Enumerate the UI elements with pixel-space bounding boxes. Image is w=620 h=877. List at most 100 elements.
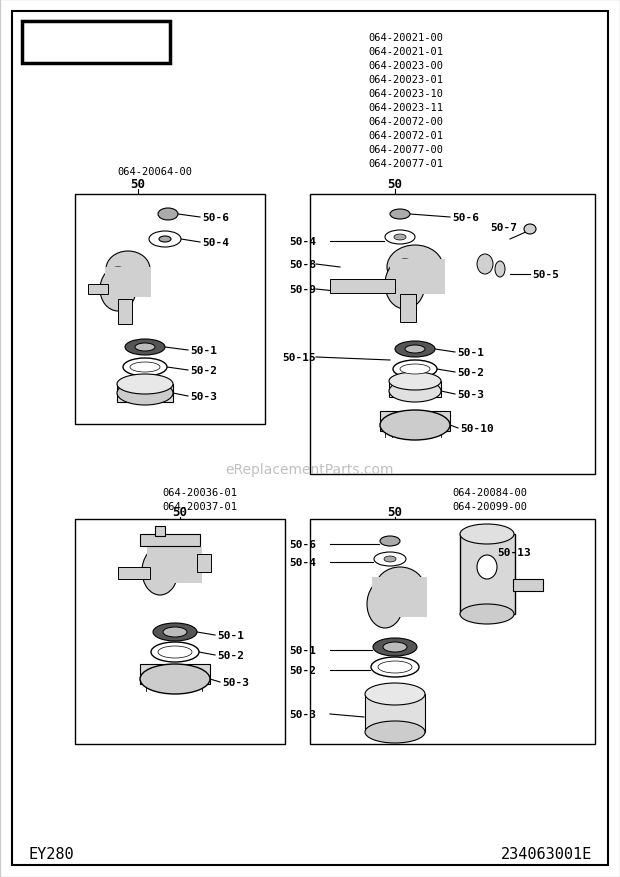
Bar	[118, 300, 132, 324]
Bar	[460, 534, 515, 614]
Ellipse shape	[477, 555, 497, 580]
Ellipse shape	[380, 410, 450, 440]
Ellipse shape	[142, 547, 178, 595]
Ellipse shape	[460, 604, 514, 624]
Bar	[22, 22, 170, 64]
Ellipse shape	[125, 339, 165, 355]
Text: 50-2: 50-2	[190, 366, 217, 375]
Ellipse shape	[100, 267, 136, 311]
Text: 50-4: 50-4	[289, 237, 316, 246]
Ellipse shape	[524, 225, 536, 235]
Ellipse shape	[383, 642, 407, 652]
Bar	[88, 285, 108, 295]
Text: 234063001E: 234063001E	[501, 846, 592, 861]
Bar	[140, 664, 210, 684]
Text: 50-6: 50-6	[452, 213, 479, 223]
Bar	[118, 567, 150, 580]
Text: 50-3: 50-3	[457, 389, 484, 400]
Bar	[105, 267, 151, 297]
Text: 50: 50	[388, 506, 402, 519]
Ellipse shape	[371, 657, 419, 677]
Bar	[75, 195, 265, 424]
Text: 064-20021-01: 064-20021-01	[368, 47, 443, 57]
Text: 50-6: 50-6	[202, 213, 229, 223]
Ellipse shape	[385, 260, 425, 310]
Text: 50-13: 50-13	[497, 547, 531, 558]
Text: 50-3: 50-3	[222, 677, 249, 688]
Ellipse shape	[158, 646, 192, 659]
Ellipse shape	[106, 252, 150, 288]
Text: 064-20036-01: 064-20036-01	[162, 488, 237, 497]
Ellipse shape	[135, 344, 155, 352]
Text: 50: 50	[172, 506, 187, 519]
Bar	[513, 580, 543, 591]
Text: 064-20023-00: 064-20023-00	[368, 61, 443, 71]
Text: 50-7: 50-7	[490, 223, 517, 232]
Text: 064-20072-01: 064-20072-01	[368, 131, 443, 141]
Text: 064-20077-00: 064-20077-00	[368, 145, 443, 155]
Text: 064-20064-00: 064-20064-00	[118, 167, 192, 177]
Ellipse shape	[373, 638, 417, 656]
Text: 064-20021-00: 064-20021-00	[368, 33, 443, 43]
Text: 50: 50	[130, 178, 146, 191]
Text: 064-20023-10: 064-20023-10	[368, 89, 443, 99]
Text: FIG.  630: FIG. 630	[29, 31, 164, 55]
Ellipse shape	[158, 209, 178, 221]
Text: 50-4: 50-4	[202, 238, 229, 247]
Ellipse shape	[117, 374, 173, 395]
Text: 064-20037-01: 064-20037-01	[162, 502, 237, 511]
Text: 064-20023-01: 064-20023-01	[368, 75, 443, 85]
Text: 50-10: 50-10	[460, 424, 494, 433]
Ellipse shape	[375, 567, 425, 611]
Ellipse shape	[460, 524, 514, 545]
Ellipse shape	[130, 362, 160, 373]
Bar	[147, 547, 202, 583]
Bar	[365, 695, 425, 732]
Ellipse shape	[385, 231, 415, 245]
Text: 50-2: 50-2	[217, 650, 244, 660]
Bar	[155, 526, 165, 537]
Ellipse shape	[374, 553, 406, 567]
Text: 50-5: 50-5	[532, 270, 559, 280]
Ellipse shape	[149, 232, 181, 247]
Ellipse shape	[365, 721, 425, 743]
Text: 064-20084-00: 064-20084-00	[453, 488, 528, 497]
Ellipse shape	[367, 581, 403, 628]
Text: EY280: EY280	[28, 846, 74, 861]
Ellipse shape	[405, 346, 425, 353]
Ellipse shape	[140, 664, 210, 695]
Bar	[310, 195, 595, 474]
Ellipse shape	[395, 342, 435, 358]
Bar	[389, 381, 441, 397]
Ellipse shape	[393, 360, 437, 379]
Text: 064-20023-11: 064-20023-11	[368, 103, 443, 113]
Ellipse shape	[163, 627, 187, 638]
Bar	[330, 280, 395, 294]
Text: 50-3: 50-3	[190, 391, 217, 402]
Ellipse shape	[159, 237, 171, 243]
Ellipse shape	[117, 381, 173, 405]
Ellipse shape	[378, 661, 412, 674]
Bar	[140, 534, 200, 546]
Ellipse shape	[380, 537, 400, 546]
Text: 50-1: 50-1	[217, 631, 244, 640]
Bar	[197, 554, 211, 573]
Text: 50-9: 50-9	[289, 285, 316, 295]
Bar	[400, 295, 416, 323]
Bar	[390, 260, 445, 295]
Text: 50: 50	[388, 178, 402, 191]
Ellipse shape	[387, 246, 443, 289]
Ellipse shape	[394, 235, 406, 240]
Ellipse shape	[153, 624, 197, 641]
Text: 50-1: 50-1	[289, 645, 316, 655]
Text: 50-2: 50-2	[457, 367, 484, 378]
Text: eReplacementParts.com: eReplacementParts.com	[226, 462, 394, 476]
Text: 064-20099-00: 064-20099-00	[453, 502, 528, 511]
Ellipse shape	[365, 683, 425, 705]
Ellipse shape	[389, 373, 441, 390]
Ellipse shape	[400, 365, 430, 374]
Bar	[380, 411, 450, 431]
Text: 50-8: 50-8	[289, 260, 316, 270]
Ellipse shape	[384, 556, 396, 562]
Text: 50-2: 50-2	[289, 666, 316, 675]
